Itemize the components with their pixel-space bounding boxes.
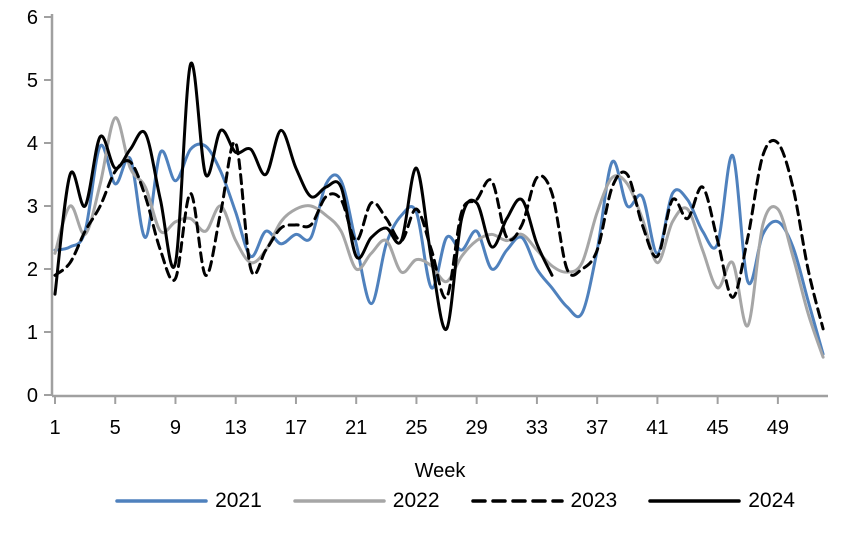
x-tick-label: 17 bbox=[285, 417, 307, 439]
legend-label-2022: 2022 bbox=[392, 489, 440, 512]
legend-item-2022: 2022 bbox=[293, 490, 440, 511]
legend-item-2021: 2021 bbox=[115, 490, 262, 511]
series-line-2024 bbox=[53, 61, 554, 331]
legend-item-2024: 2024 bbox=[648, 490, 795, 511]
x-tick-label: 25 bbox=[405, 417, 427, 439]
y-tick-label: 4 bbox=[27, 133, 38, 155]
legend-item-2023: 2023 bbox=[470, 489, 618, 512]
x-tick-label: 1 bbox=[49, 417, 60, 439]
legend-swatch-2022 bbox=[293, 498, 386, 503]
legend-label-2024: 2024 bbox=[748, 489, 795, 512]
x-tick-label: 13 bbox=[225, 417, 247, 439]
y-tick-label: 3 bbox=[27, 196, 38, 218]
x-tick-label: 21 bbox=[345, 417, 367, 439]
legend-swatch-2023 bbox=[470, 498, 564, 503]
x-tick-label: 33 bbox=[526, 417, 548, 439]
x-tick-label: 41 bbox=[646, 417, 668, 439]
series-line-2021 bbox=[53, 142, 825, 356]
x-axis-title: Week bbox=[415, 460, 467, 482]
legend-label-2023: 2023 bbox=[570, 489, 618, 512]
legend-label-2021: 2021 bbox=[215, 489, 262, 512]
legend-swatch-2024 bbox=[648, 498, 741, 503]
legend-swatch-2021 bbox=[115, 498, 208, 503]
y-tick-label: 6 bbox=[27, 7, 38, 29]
x-tick-label: 5 bbox=[110, 417, 121, 439]
x-tick-label: 9 bbox=[170, 417, 181, 439]
chart-legend: 2021 2022 2023 2024 bbox=[0, 490, 852, 511]
x-tick-label: 29 bbox=[466, 417, 488, 439]
y-tick-label: 0 bbox=[27, 385, 38, 407]
y-tick-label: 1 bbox=[27, 322, 38, 344]
x-tick-label: 37 bbox=[586, 417, 608, 439]
x-tick-label: 49 bbox=[767, 417, 789, 439]
series-line-2022 bbox=[53, 116, 825, 359]
y-tick-label: 5 bbox=[27, 70, 38, 92]
series-line-2023 bbox=[53, 139, 825, 331]
x-tick-label: 45 bbox=[707, 417, 729, 439]
y-tick-label: 2 bbox=[27, 259, 38, 281]
